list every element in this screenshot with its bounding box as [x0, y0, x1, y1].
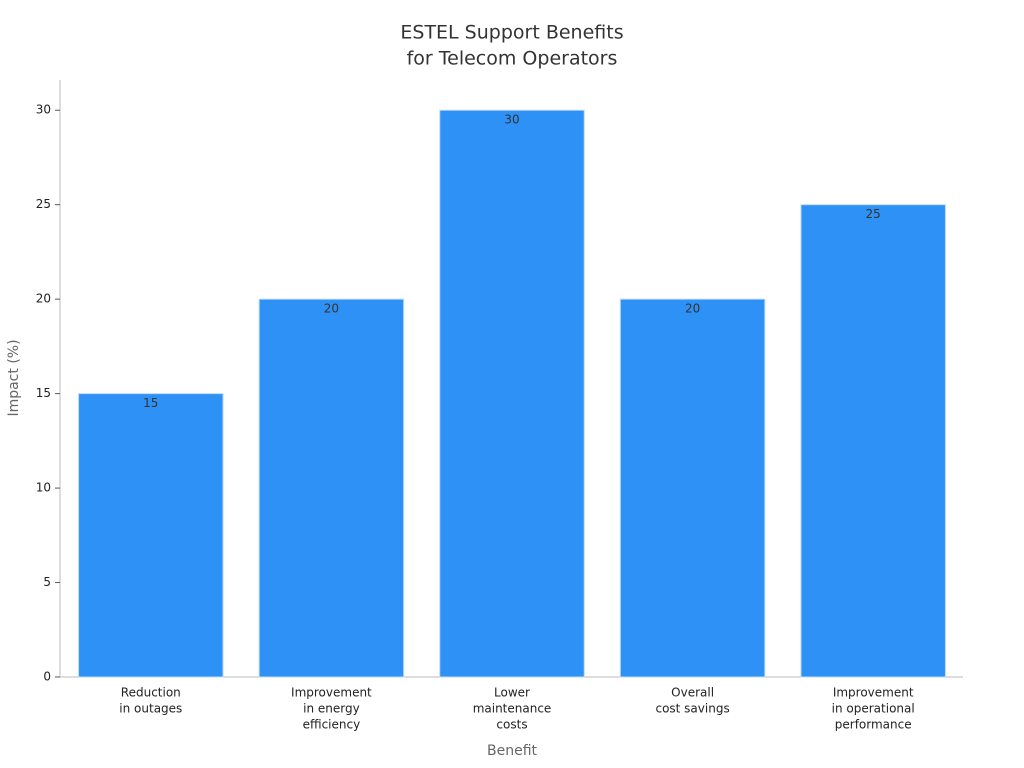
y-tick-label: 25 — [36, 197, 51, 211]
y-tick-label: 20 — [36, 292, 51, 306]
bar — [258, 298, 405, 678]
value-label: 20 — [685, 302, 700, 316]
x-tick-label: efficiency — [303, 718, 361, 732]
y-tick-label: 10 — [36, 481, 51, 495]
value-label: 30 — [504, 113, 519, 127]
x-axis-label: Benefit — [487, 743, 538, 759]
y-tick-label: 0 — [43, 670, 51, 684]
x-tick-label: Improvement — [833, 686, 914, 700]
value-label: 15 — [143, 396, 158, 410]
x-tick-label: Reduction — [121, 686, 181, 700]
x-tick-label: cost savings — [655, 702, 729, 716]
chart-title: for Telecom Operators — [407, 48, 618, 70]
y-tick-label: 30 — [36, 103, 51, 117]
x-tick-label: costs — [496, 718, 527, 732]
bar — [439, 109, 585, 678]
bar — [619, 298, 766, 678]
x-tick-label: Lower — [494, 686, 530, 700]
x-tick-label: in energy — [303, 702, 360, 716]
x-tick-label: Improvement — [291, 686, 372, 700]
bar — [78, 393, 224, 678]
chart-title: ESTEL Support Benefits — [400, 22, 623, 44]
y-tick-label: 15 — [36, 386, 51, 400]
y-tick-label: 5 — [43, 575, 51, 589]
value-label: 25 — [866, 207, 881, 221]
x-tick-label: in outages — [119, 702, 182, 716]
x-tick-label: Overall — [671, 686, 714, 700]
x-tick-label: performance — [835, 718, 912, 732]
bar — [800, 204, 946, 678]
x-tick-label: in operational — [832, 702, 915, 716]
y-axis-label: Impact (%) — [6, 339, 22, 416]
value-label: 20 — [324, 302, 339, 316]
x-tick-label: maintenance — [473, 702, 552, 716]
